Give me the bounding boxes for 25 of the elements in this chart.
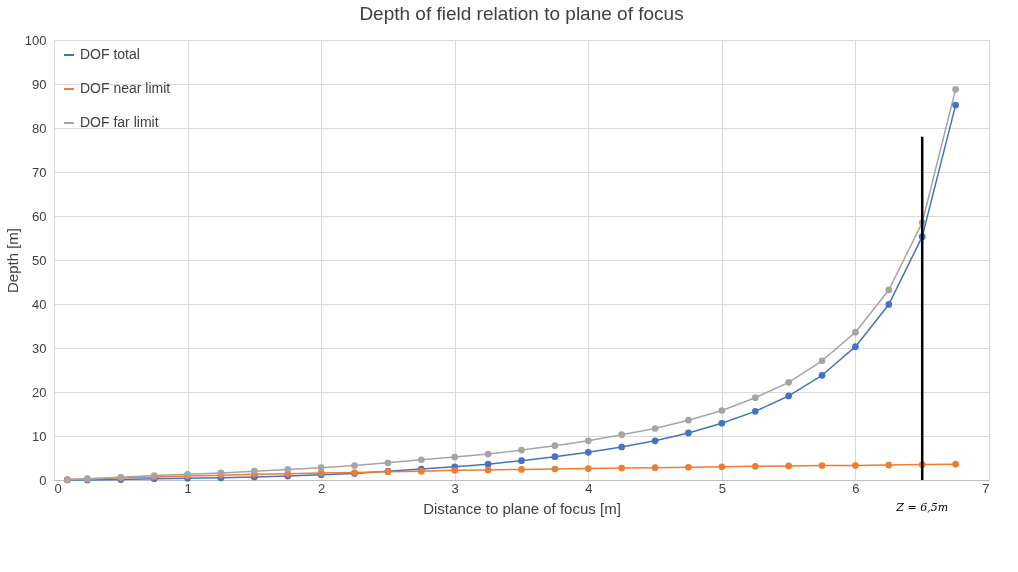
y-tick-label: 60 [32, 208, 47, 224]
y-tick-label: 100 [24, 32, 47, 48]
x-tick-label: 3 [451, 480, 459, 496]
y-tick-label: 40 [32, 296, 47, 312]
y-tick-label: 30 [32, 340, 47, 356]
y-tick-label: 70 [32, 164, 47, 180]
y-axis-title: Depth [m] [3, 227, 21, 294]
legend-label: DOF far limit [80, 114, 159, 130]
x-tick-label: 4 [585, 480, 593, 496]
x-tick-label: 7 [982, 480, 990, 496]
x-axis-title: Distance to plane of focus [m] [423, 499, 621, 517]
x-tick-label: 0 [54, 480, 62, 496]
y-tick-label: 50 [32, 252, 47, 268]
x-tick-label: 1 [184, 480, 192, 496]
x-tick-label: 2 [318, 480, 326, 496]
chart-title: Depth of field relation to plane of focus [359, 3, 684, 24]
ref-line-label: Z = 6,5m [895, 501, 949, 514]
y-tick-label: 20 [32, 384, 47, 400]
y-tick-label: 10 [32, 428, 47, 444]
y-tick-label: 90 [32, 76, 47, 92]
x-tick-label: 6 [852, 480, 860, 496]
x-tick-label: 5 [718, 480, 726, 496]
legend-label: DOF near limit [80, 80, 171, 96]
legend-label: DOF total [80, 46, 140, 62]
y-tick-label: 80 [32, 120, 47, 136]
